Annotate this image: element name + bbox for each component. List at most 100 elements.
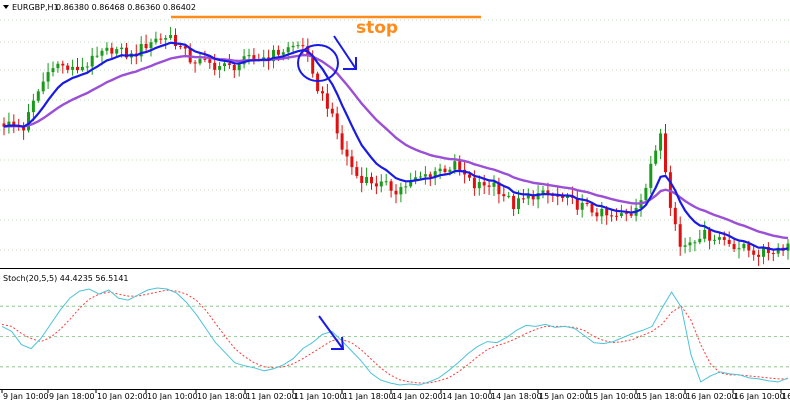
slow-moving-average-line (3, 53, 789, 240)
candle (71, 59, 75, 76)
candle (12, 114, 16, 134)
x-tick-label: 11 Jan 18:00 (343, 392, 394, 400)
candle (561, 192, 565, 202)
candle (27, 103, 30, 133)
candle (110, 42, 114, 60)
candle (325, 83, 329, 117)
candle (458, 155, 462, 176)
candle (703, 221, 707, 243)
candle (76, 58, 79, 74)
candle (252, 48, 256, 65)
stochastic-main-line (1, 287, 789, 386)
candle (752, 244, 756, 261)
candle (771, 249, 775, 262)
candle (664, 124, 667, 175)
candle (649, 155, 653, 194)
candle (502, 186, 506, 202)
x-tick-label: 10 Jan 10:00 (147, 392, 198, 400)
candle (66, 62, 70, 74)
chart-header: EURGBP,H1 0.86380 0.86468 0.86360 0.8640… (3, 3, 196, 12)
chart-symbol: EURGBP,H1 (12, 3, 59, 12)
stop-annotation: stop (356, 18, 398, 38)
candle (335, 106, 339, 140)
candle (340, 125, 344, 155)
candle (296, 41, 300, 49)
candle (360, 167, 364, 193)
candle (419, 171, 422, 180)
candle (717, 232, 721, 245)
candle (713, 234, 716, 245)
x-tick-label: 10 Jan 18:00 (197, 392, 248, 400)
x-tick-label: 11 Jan 10:00 (294, 392, 345, 400)
fast-moving-average-line (3, 41, 789, 251)
x-tick-label: 16 Jan 10:00 (734, 392, 785, 400)
candle (355, 161, 359, 179)
candle (218, 62, 222, 79)
x-tick-label: 16 Jan 02:00 (686, 392, 737, 400)
candle (414, 170, 418, 185)
x-tick-label: 14 Jan 10:00 (442, 392, 493, 400)
x-tick-label: 14 Jan 18:00 (491, 392, 542, 400)
candle (492, 175, 496, 197)
x-tick-label: 15 Jan 02:00 (539, 392, 590, 400)
candle (95, 46, 99, 59)
candle (526, 188, 530, 205)
candle (370, 172, 373, 190)
candle (389, 179, 393, 198)
candle (512, 193, 516, 216)
highlight-circle (297, 44, 339, 82)
candle (654, 145, 658, 166)
candle (61, 60, 65, 74)
candle (521, 189, 525, 204)
candle (683, 237, 687, 254)
candle (22, 122, 26, 140)
candle (149, 38, 153, 57)
candle (556, 186, 560, 206)
candle (497, 177, 501, 204)
candle (51, 61, 55, 77)
candle (193, 60, 197, 73)
candle (678, 216, 682, 256)
candle (154, 31, 158, 45)
candle (41, 72, 45, 95)
candle (56, 61, 60, 73)
candle (31, 93, 35, 122)
candle (595, 207, 599, 222)
candle (644, 183, 648, 204)
candle (316, 71, 320, 94)
ohlc-readout: 0.86380 0.86468 0.86360 0.86402 (56, 3, 196, 12)
candle (7, 112, 11, 134)
candle (169, 27, 173, 41)
candle (423, 166, 427, 185)
down-arrow-icon (333, 35, 357, 70)
candle (404, 181, 408, 194)
x-tick-label: 9 Jan 10:00 (3, 392, 49, 400)
candle (144, 34, 148, 51)
candle (174, 28, 177, 50)
candle (164, 35, 168, 50)
candle (507, 191, 511, 199)
candle (708, 226, 712, 250)
candle (673, 201, 677, 231)
candle (585, 197, 589, 207)
x-tick-label: 14 Jan 02:00 (392, 392, 443, 400)
candle (105, 42, 109, 55)
candle (379, 174, 383, 193)
candle (698, 229, 702, 245)
candle (345, 140, 349, 166)
candle (399, 182, 403, 203)
candle (477, 175, 481, 196)
candle (472, 170, 476, 196)
candle (374, 175, 378, 195)
candle (139, 36, 143, 62)
candle (115, 46, 119, 57)
x-tick-label: 15 Jan 10:00 (588, 392, 639, 400)
candle (757, 249, 761, 267)
candle (159, 33, 163, 45)
down-arrow-icon (318, 315, 345, 350)
time-axis: 9 Jan 10:00 9 Jan 18:00 10 Jan 02:00 10 Jan… (1, 389, 790, 400)
candle (443, 165, 447, 175)
candle (232, 61, 236, 78)
